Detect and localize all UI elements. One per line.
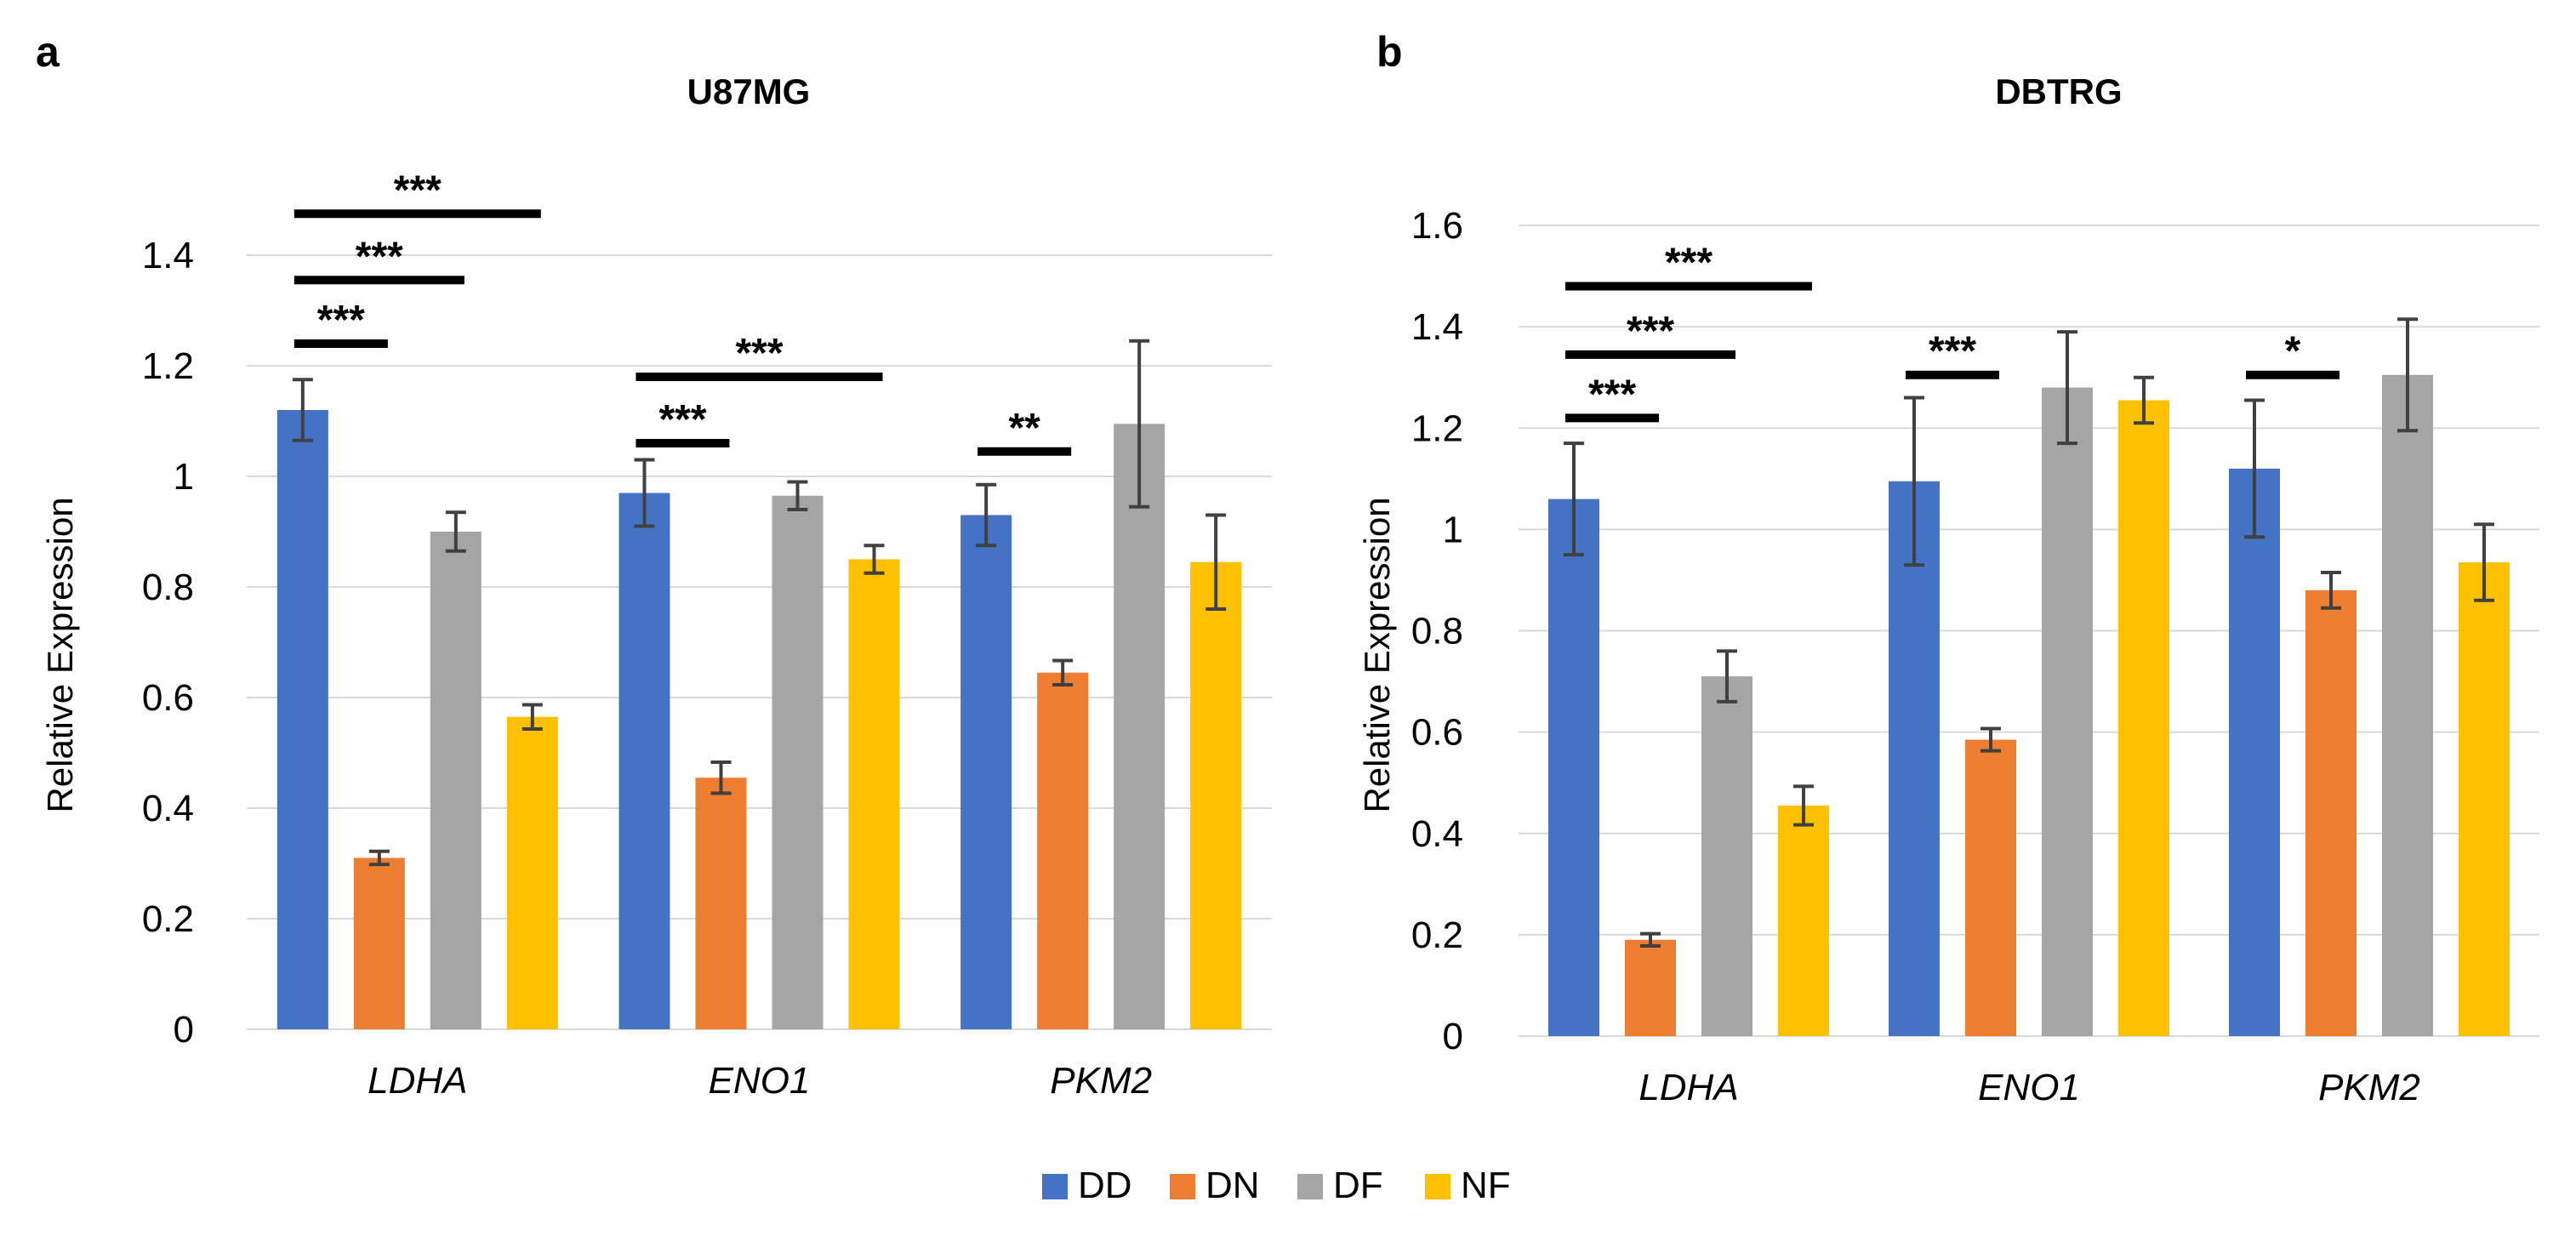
y-tick-label: 1 [1443,509,1463,550]
y-tick-label: 0.2 [142,898,194,940]
y-tick-label: 0 [174,1009,194,1051]
y-tick-label: 0.6 [1411,712,1463,754]
significance-label: *** [1929,329,1976,374]
panel-b-chart: b DBTRG 0 0.2 0.4 0.6 0.8 1 1.2 1.4 1.6 Relative Ex… [1357,28,2539,1108]
significance-label: *** [394,168,442,213]
y-axis-label: Relative Expression [1357,497,1397,812]
chart-title: U87MG [687,71,811,111]
significance-label: *** [317,298,365,343]
legend-swatch-dn [1170,1174,1195,1199]
bar-df-pkm2 [2382,374,2433,1037]
panel-a-chart: a U87MG 0 0.2 0.4 0.6 0.8 1 1.2 1.4 Relative Expre… [36,28,1272,1102]
y-tick-label: 0 [1443,1016,1463,1057]
y-tick-label: 0.4 [1411,813,1463,855]
significance-label: *** [1665,240,1713,285]
bar-df-ldha [1701,676,1752,1036]
bar-nf-pkm2 [1190,561,1242,1029]
significance-label: * [2285,329,2301,374]
bar-df-pkm2 [1114,424,1165,1029]
legend-label: DF [1333,1165,1383,1206]
bar-dd-eno1 [1889,481,1940,1036]
category-label: ENO1 [1978,1067,2080,1108]
panel-letter: b [1376,28,1403,76]
bar-df-eno1 [772,495,824,1029]
y-tick-label: 1.2 [1411,407,1463,449]
bar-nf-ldha [1778,805,1829,1036]
bar-dd-pkm2 [2229,468,2280,1036]
y-axis-label: Relative Expression [40,497,80,812]
bar-nf-ldha [506,716,558,1029]
legend-label: DN [1205,1165,1260,1206]
bar-dn-pkm2 [1037,672,1089,1029]
legend-swatch-df [1297,1174,1323,1199]
legend-label: DD [1078,1165,1132,1206]
y-tick-label: 0.6 [142,677,194,719]
bar-df-ldha [430,532,482,1029]
bar-dd-eno1 [618,493,670,1029]
bar-dd-pkm2 [960,515,1012,1029]
category-label: LDHA [368,1060,467,1102]
significance-label: *** [735,331,783,376]
panel-letter: a [36,28,60,76]
category-label: LDHA [1638,1067,1738,1108]
y-tick-label: 0.8 [1411,611,1463,652]
bar-df-eno1 [2042,387,2093,1037]
y-tick-label: 1.4 [1411,306,1463,348]
bar-nf-eno1 [848,559,900,1029]
significance-label: *** [1588,372,1636,417]
significance-label: *** [658,397,706,442]
significance-label: ** [1008,406,1040,451]
bar-dn-eno1 [1965,739,2016,1036]
legend-swatch-nf [1425,1174,1450,1199]
y-tick-label: 1.6 [1411,205,1463,247]
category-label: PKM2 [1050,1060,1152,1102]
y-tick-label: 1 [174,456,194,498]
category-label: PKM2 [2318,1067,2420,1108]
y-tick-label: 1.4 [142,235,194,276]
y-tick-label: 1.2 [142,345,194,387]
y-tick-label: 0.8 [142,567,194,608]
bar-dn-pkm2 [2305,590,2357,1036]
significance-label: *** [1627,309,1674,354]
bar-dd-ldha [1548,498,1599,1036]
legend: DD DN DF NF [1042,1165,1511,1206]
legend-swatch-dd [1042,1174,1068,1199]
bar-nf-pkm2 [2459,562,2510,1036]
y-tick-label: 0.2 [1411,914,1463,956]
bar-nf-eno1 [2118,400,2169,1037]
bar-dn-ldha [353,857,405,1029]
bar-dd-ldha [276,410,328,1029]
chart-title: DBTRG [1995,71,2122,111]
significance-label: *** [356,234,403,279]
legend-label: NF [1461,1165,1511,1206]
bar-dn-ldha [1625,939,1676,1036]
y-tick-label: 0.4 [142,788,194,829]
bar-dn-eno1 [695,777,747,1029]
category-label: ENO1 [709,1060,811,1102]
